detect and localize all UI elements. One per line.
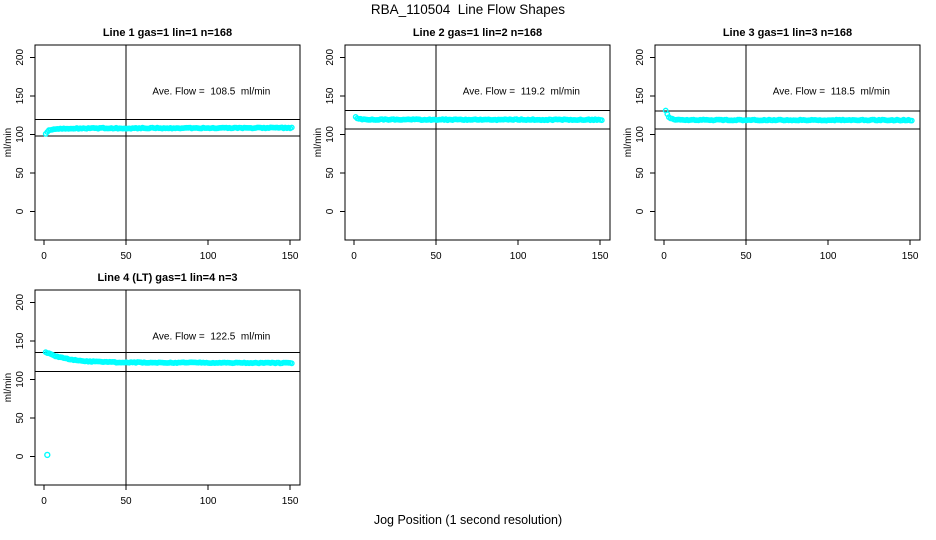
y-tick-label: 0: [15, 453, 26, 459]
subplot-title: Line 2 gas=1 lin=2 n=168: [413, 27, 542, 39]
subplot-4: Line 4 (LT) gas=1 lin=4 n=3 Ave. Flow = 1…: [3, 272, 301, 507]
points-series: [352, 114, 605, 124]
x-tick-label: 100: [200, 251, 217, 262]
x-tick-label: 0: [41, 496, 47, 507]
y-tick-label: 50: [15, 167, 26, 179]
y-tick-label: 200: [15, 49, 26, 66]
x-axis-label: Jog Position (1 second resolution): [373, 513, 563, 527]
y-tick-label: 100: [15, 126, 26, 143]
plot-frame: [344, 44, 611, 241]
x-tick-label: 50: [431, 251, 443, 262]
y-tick-label: 150: [635, 87, 646, 104]
y-axis-label: ml/min: [3, 373, 14, 402]
x-tick-label: 0: [351, 251, 357, 262]
x-tick-label: 0: [41, 251, 47, 262]
subplot-2: Line 2 gas=1 lin=2 n=168 Ave. Flow = 119.…: [313, 27, 611, 262]
plot-frame: [34, 44, 301, 241]
y-tick-label: 150: [15, 332, 26, 349]
x-tick-label: 100: [510, 251, 527, 262]
x-tick-label: 100: [200, 496, 217, 507]
x-tick-label: 50: [741, 251, 753, 262]
x-tick-label: 50: [121, 496, 133, 507]
ave-flow-label: Ave. Flow = 108.5 ml/min: [152, 86, 270, 97]
points-series: [662, 107, 915, 124]
x-tick-label: 150: [902, 251, 919, 262]
subplot-3: Line 3 gas=1 lin=3 n=168 Ave. Flow = 118.…: [623, 27, 921, 262]
x-tick-label: 150: [592, 251, 609, 262]
x-tick-label: 0: [661, 251, 667, 262]
points-series: [42, 124, 295, 137]
subplot-title: Line 1 gas=1 lin=1 n=168: [103, 27, 232, 39]
y-tick-label: 50: [325, 167, 336, 179]
outlier-point: [44, 451, 51, 459]
subplot-1: Line 1 gas=1 lin=1 n=168 Ave. Flow = 108.…: [3, 27, 301, 262]
y-tick-label: 0: [15, 208, 26, 214]
y-tick-label: 200: [635, 49, 646, 66]
ave-flow-label: Ave. Flow = 122.5 ml/min: [152, 331, 270, 342]
y-axis-label: ml/min: [623, 128, 634, 157]
y-axis-label: ml/min: [313, 128, 324, 157]
y-tick-label: 100: [15, 371, 26, 388]
plot-frame: [34, 289, 301, 486]
ave-flow-label: Ave. Flow = 118.5 ml/min: [773, 86, 890, 97]
plot-frame: [654, 44, 921, 241]
y-tick-label: 150: [15, 87, 26, 104]
x-tick-label: 150: [282, 251, 299, 262]
y-tick-label: 200: [325, 49, 336, 66]
x-tick-label: 100: [820, 251, 837, 262]
points-series: [42, 349, 295, 459]
y-tick-label: 150: [325, 87, 336, 104]
y-tick-label: 50: [635, 167, 646, 179]
y-tick-label: 200: [15, 294, 26, 311]
y-tick-label: 0: [325, 208, 336, 214]
y-tick-label: 0: [635, 208, 646, 214]
y-tick-label: 100: [635, 126, 646, 143]
y-axis-label: ml/min: [3, 128, 14, 157]
subplot-title: Line 3 gas=1 lin=3 n=168: [723, 27, 852, 39]
y-tick-label: 100: [325, 126, 336, 143]
ave-flow-label: Ave. Flow = 119.2 ml/min: [463, 86, 580, 97]
subplot-title: Line 4 (LT) gas=1 lin=4 n=3: [97, 272, 237, 284]
figure-title: RBA_110504 Line Flow Shapes: [370, 2, 566, 17]
x-tick-label: 150: [282, 496, 299, 507]
x-tick-label: 50: [121, 251, 133, 262]
y-tick-label: 50: [15, 412, 26, 424]
